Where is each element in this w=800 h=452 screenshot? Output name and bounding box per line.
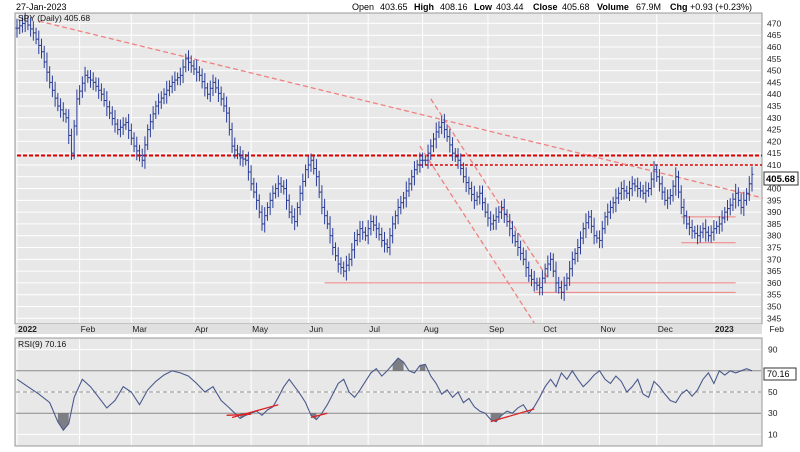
price-y-tick-label: 415	[767, 148, 781, 158]
date-tick-label: Oct	[543, 324, 557, 334]
high-label: High	[414, 2, 434, 12]
price-y-tick-label: 400	[767, 184, 781, 194]
date-tick-label: Mar	[132, 324, 147, 334]
date-tick-label: Nov	[601, 324, 617, 334]
rsi-divergence-lines	[226, 404, 535, 423]
rsi-y-axis: 1030507090	[768, 345, 778, 440]
rsi-divergence-line	[490, 408, 535, 423]
chg-label: Chg	[670, 2, 688, 12]
price-y-tick-label: 465	[767, 30, 781, 40]
price-y-axis: 3453503553603653703753803853903954004054…	[767, 18, 781, 323]
price-y-tick-label: 455	[767, 54, 781, 64]
price-y-tick-label: 380	[767, 231, 781, 241]
price-y-tick-label: 360	[767, 278, 781, 288]
price-y-tick-label: 435	[767, 101, 781, 111]
rsi-oversold-fill	[57, 413, 69, 431]
rsi-divergence-line	[310, 412, 328, 419]
low-value: 403.44	[496, 2, 524, 12]
close-value: 405.68	[562, 2, 590, 12]
date-tick-label: Dec	[658, 324, 674, 334]
price-y-tick-label: 390	[767, 207, 781, 217]
price-panel	[14, 12, 763, 325]
trendline	[38, 20, 764, 199]
volume-label: Volume	[597, 2, 629, 12]
date-axis-band	[15, 324, 762, 334]
volume-value: 67.9M	[636, 2, 661, 12]
price-last-value: 405.68	[766, 174, 795, 185]
date-tick-label: Jun	[309, 324, 323, 334]
rsi-last-value-tag: 70.16	[763, 367, 797, 381]
price-y-tick-label: 345	[767, 313, 781, 323]
date-tick-label: 2023	[715, 324, 734, 334]
price-bars	[15, 12, 754, 301]
price-y-tick-label: 450	[767, 66, 781, 76]
chart-header: 27-Jan-2023 Open 403.65 High 408.16 Low …	[16, 2, 752, 12]
price-y-tick-label: 350	[767, 301, 781, 311]
trendline	[430, 98, 549, 279]
rsi-y-tick-label: 10	[768, 429, 778, 439]
chg-value: +0.93 (+0.23%)	[690, 2, 752, 12]
price-y-tick-label: 385	[767, 219, 781, 229]
rsi-last-value: 70.16	[767, 369, 790, 379]
rsi-line	[16, 357, 753, 432]
rsi-y-tick-label: 90	[768, 345, 778, 355]
open-label: Open	[352, 2, 374, 12]
price-y-tick-label: 410	[767, 160, 781, 170]
date-tick-label: Feb	[769, 324, 784, 334]
date-tick-label: Jul	[369, 324, 380, 334]
price-y-tick-label: 445	[767, 77, 781, 87]
price-y-tick-label: 460	[767, 42, 781, 52]
rsi-overbought-fill	[419, 364, 426, 371]
date-tick-label: Sep	[489, 324, 504, 334]
date-tick-label: Aug	[424, 324, 439, 334]
price-y-tick-label: 470	[767, 18, 781, 28]
price-y-tick-label: 395	[767, 195, 781, 205]
price-last-value-box	[763, 171, 799, 186]
price-y-tick-label: 440	[767, 89, 781, 99]
rsi-y-tick-label: 50	[768, 387, 778, 397]
low-label: Low	[474, 2, 493, 12]
price-y-tick-label: 420	[767, 136, 781, 146]
price-y-tick-label: 430	[767, 113, 781, 123]
trendline	[419, 145, 535, 324]
rsi-legend: RSI(9) 70.16	[18, 339, 66, 349]
price-y-tick-label: 425	[767, 125, 781, 135]
date-tick-label: 2022	[18, 324, 37, 334]
price-y-tick-label: 365	[767, 266, 781, 276]
price-last-value-tag: 405.68	[763, 171, 799, 186]
open-value: 403.65	[380, 2, 408, 12]
price-y-tick-label: 355	[767, 290, 781, 300]
price-y-tick-label: 370	[767, 254, 781, 264]
rsi-oversold-fill	[490, 413, 502, 422]
price-y-tick-label: 375	[767, 243, 781, 253]
price-overlays	[17, 20, 764, 324]
price-legend: SPY (Daily) 405.68	[18, 13, 90, 23]
date-tick-label: Apr	[195, 324, 208, 334]
rsi-divergence-line	[226, 413, 252, 416]
header-date: 27-Jan-2023	[16, 2, 67, 12]
high-value: 408.16	[440, 2, 468, 12]
date-tick-label: Feb	[81, 324, 96, 334]
close-label: Close	[533, 2, 558, 12]
date-axis: 2022 Feb Mar Apr May Jun Jul Aug Sep Oct Nov Dec 202…	[18, 324, 784, 334]
date-tick-label: May	[252, 324, 269, 334]
rsi-overbought-fill	[392, 358, 404, 371]
rsi-grid	[16, 339, 761, 445]
rsi-last-value-box	[763, 367, 797, 381]
rsi-y-tick-label: 30	[768, 408, 778, 418]
